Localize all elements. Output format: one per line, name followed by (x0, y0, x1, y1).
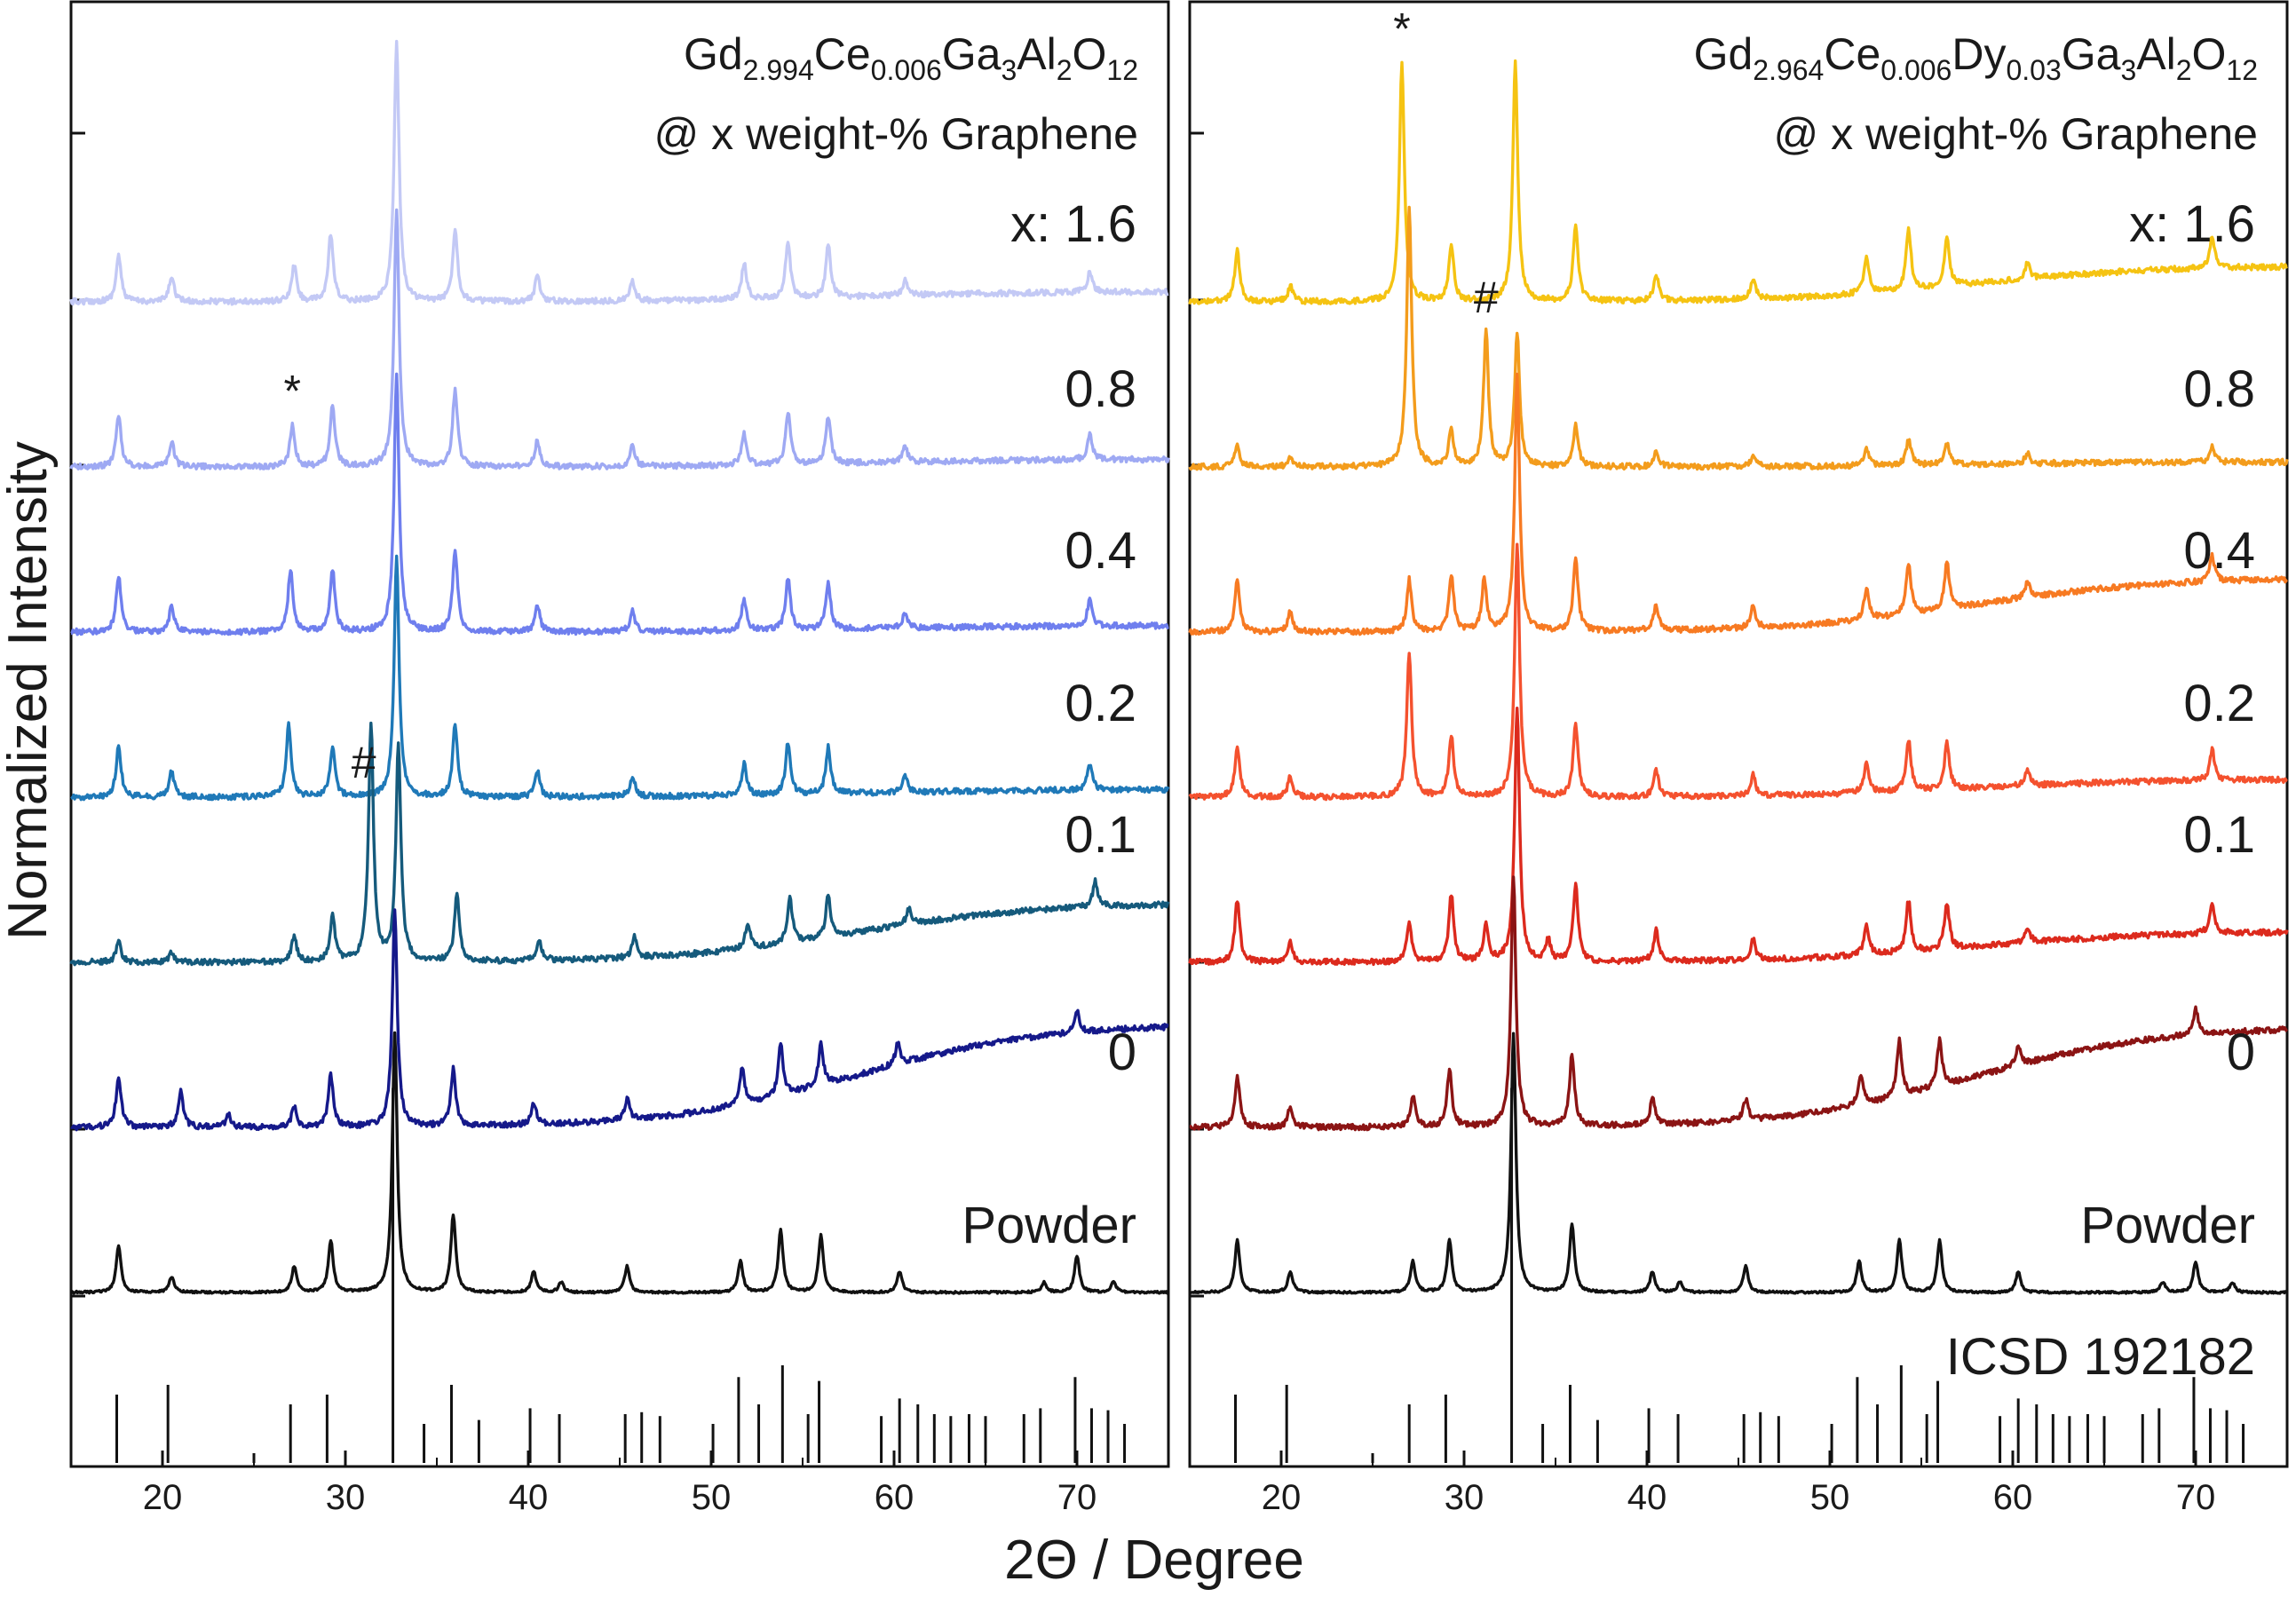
x-tick-label: 50 (692, 1478, 732, 1517)
series-trace-0-8 (69, 208, 1170, 470)
series-label: 0.1 (1065, 806, 1136, 864)
composition-subtitle: @ x weight-% Graphene (1774, 109, 2258, 159)
series-trace-0-1 (1188, 707, 2289, 967)
series-trace-0-4 (1188, 372, 2288, 636)
series-label: 0 (1108, 1024, 1136, 1081)
x-tick-label: 60 (1993, 1478, 2033, 1517)
x-tick-label: 50 (1810, 1478, 1850, 1517)
series-trace-0-4 (70, 372, 1169, 636)
x-tick-label: 20 (143, 1478, 183, 1517)
series-label: Powder (2080, 1197, 2255, 1254)
peak-marker: * (284, 366, 301, 415)
y-axis-label: Normalized Intensity (0, 441, 59, 940)
series-label: 0.8 (2183, 360, 2255, 418)
composition-subtitle: @ x weight-% Graphene (654, 109, 1138, 159)
series-label: 0.8 (1065, 360, 1136, 418)
series-label: x: 1.6 (2129, 195, 2255, 253)
composition-title: Gd2.994Ce0.006Ga3Al2O12 (684, 29, 1138, 86)
x-tick-label: 40 (509, 1478, 549, 1517)
series-label: Powder (962, 1197, 1136, 1254)
x-tick-label: 70 (2176, 1478, 2216, 1517)
series-label: 0.4 (2183, 522, 2255, 580)
peak-marker: # (352, 738, 376, 787)
series-trace-0-8 (1188, 205, 2289, 471)
x-axis-label: 2Θ / Degree (1004, 1530, 1304, 1591)
series-label: 0.1 (2183, 806, 2255, 864)
x-tick-label: 20 (1262, 1478, 1302, 1517)
series-label: x: 1.6 (1010, 195, 1136, 253)
composition-title: Gd2.964Ce0.006Dy0.03Ga3Al2O12 (1694, 29, 2258, 86)
x-tick-label: 30 (1445, 1478, 1484, 1517)
reference-label: ICSD 192182 (1946, 1328, 2255, 1386)
series-trace-x-1-6 (1188, 59, 2288, 305)
x-tick-label: 70 (1057, 1478, 1097, 1517)
series-trace-0-2 (1188, 542, 2288, 802)
series-trace-0 (1189, 875, 2289, 1132)
series-trace-0-2 (70, 554, 1170, 802)
series-trace-x-1-6 (69, 39, 1169, 306)
series-trace-0 (70, 908, 1169, 1132)
x-tick-label: 60 (875, 1478, 914, 1517)
series-label: 0 (2227, 1024, 2255, 1081)
series-label: 0.2 (2183, 675, 2255, 732)
series-trace-Powder (1189, 1032, 2288, 1295)
series-label: 0.4 (1065, 522, 1136, 580)
right-panel: 20 30 40 50 60 70 x: 1.6 0.8 0.4 0.2 0.1 0 Powder * # I… (1188, 0, 2289, 1517)
peak-marker: * (1393, 4, 1410, 53)
peak-marker: # (1474, 273, 1499, 322)
series-trace-0-1 (69, 721, 1170, 967)
x-tick-label: 30 (326, 1478, 366, 1517)
series-trace-Powder (69, 1031, 1170, 1295)
series-label: 0.2 (1065, 675, 1136, 732)
x-tick-label: 40 (1627, 1478, 1667, 1517)
left-panel: 20 30 40 50 60 70 x: 1.6 0.8 0.4 0.2 0.1 0 Powder * # G… (69, 0, 1170, 1517)
